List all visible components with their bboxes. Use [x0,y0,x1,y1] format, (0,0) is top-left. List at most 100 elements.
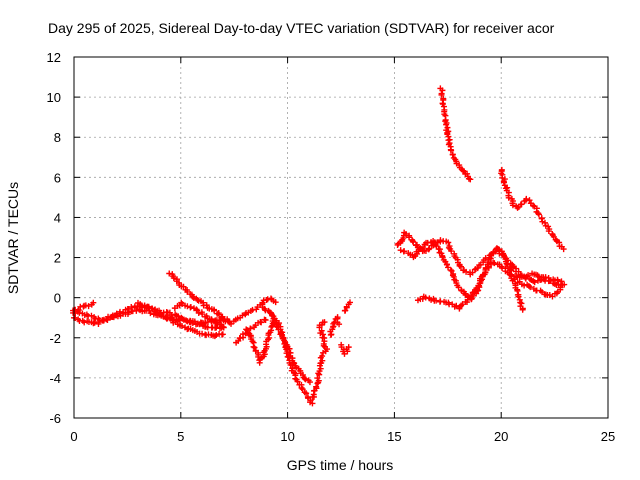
data-point [243,326,250,333]
y-tick-label: 8 [54,130,61,145]
data-point [298,385,305,392]
data-point [250,343,257,350]
x-tick-label: 20 [494,429,508,444]
data-point [90,299,97,306]
data-point [445,244,452,251]
data-point [448,248,455,255]
x-tick-label: 15 [387,429,401,444]
data-point [519,306,526,313]
y-tick-label: -6 [49,411,61,426]
data-point [518,201,525,208]
series-track-o [341,299,353,314]
data-point [523,195,530,202]
data-point [449,151,456,158]
data-point [535,210,542,217]
data-point [219,331,226,338]
data-point [560,246,567,253]
data-point [542,274,549,281]
data-point [561,281,568,288]
y-tick-label: 4 [54,210,61,225]
data-point [558,278,565,285]
y-tick-label: -4 [49,371,61,386]
data-point [319,353,326,360]
data-point [196,321,203,328]
data-point [251,344,258,351]
data-point [193,306,200,313]
data-point [301,375,308,382]
x-tick-label: 25 [601,429,615,444]
ticks: 0 5 10 15 20 25 -6 -4 -2 0 2 4 6 8 10 12 [47,50,616,444]
data-point [458,263,465,270]
data-point [294,378,301,385]
data-point [501,179,508,186]
data-point [194,296,201,303]
data-point [211,307,218,314]
data-point [75,306,82,313]
data-point [178,323,185,330]
data-point [314,375,321,382]
data-point [467,176,474,183]
y-tick-label: -2 [49,331,61,346]
data-point [239,312,246,319]
series-track-c [70,299,97,317]
data-point [328,331,335,338]
data-point [482,266,489,273]
data-point [203,302,210,309]
data-point [278,331,285,338]
data-point [85,303,92,310]
y-tick-label: 10 [47,90,61,105]
x-axis-label: GPS time / hours [287,457,394,473]
data-point [258,319,265,326]
data-point [267,309,274,316]
data-point [557,284,564,291]
data-point [491,260,498,267]
data-point [195,310,202,317]
series-track-u [498,166,567,253]
data-point [303,390,310,397]
data-point [247,325,254,332]
data-point [168,312,175,319]
data-point [262,316,269,323]
series-track-d [134,299,226,340]
data-point [178,314,185,321]
data-point [474,265,481,272]
data-point [503,260,510,267]
series-track-r [414,259,565,312]
data-point [439,87,446,94]
y-axis-label: SDTVAR / TECUs [5,182,21,294]
data-point [189,293,196,300]
data-point [505,194,512,201]
data-point [468,293,475,300]
series-track-m [327,314,343,338]
y-tick-label: 2 [54,251,61,266]
data-point [447,267,454,274]
data-point [531,279,538,286]
x-tick-label: 5 [177,429,184,444]
series-track-s [514,278,564,300]
data-point [438,91,445,98]
data-point [268,323,275,330]
data-point [546,277,553,284]
data-point [220,323,227,330]
data-point [306,379,313,386]
data-point [322,343,329,350]
y-tick-label: 6 [54,170,61,185]
data-point [199,330,206,337]
data-point [302,376,309,383]
data-point [189,320,196,327]
series-track-l [309,319,331,400]
series-track-n [338,341,352,357]
data-point [545,228,552,235]
data-point [515,293,522,300]
data-point [82,302,89,309]
data-point [346,299,353,306]
y-tick-label: 0 [54,291,61,306]
data-point [527,284,534,291]
data-point [401,248,408,255]
data-point [170,275,177,282]
data-point [439,254,446,261]
data-point [448,147,455,154]
series-track-f [171,299,227,330]
data-point [272,299,279,306]
